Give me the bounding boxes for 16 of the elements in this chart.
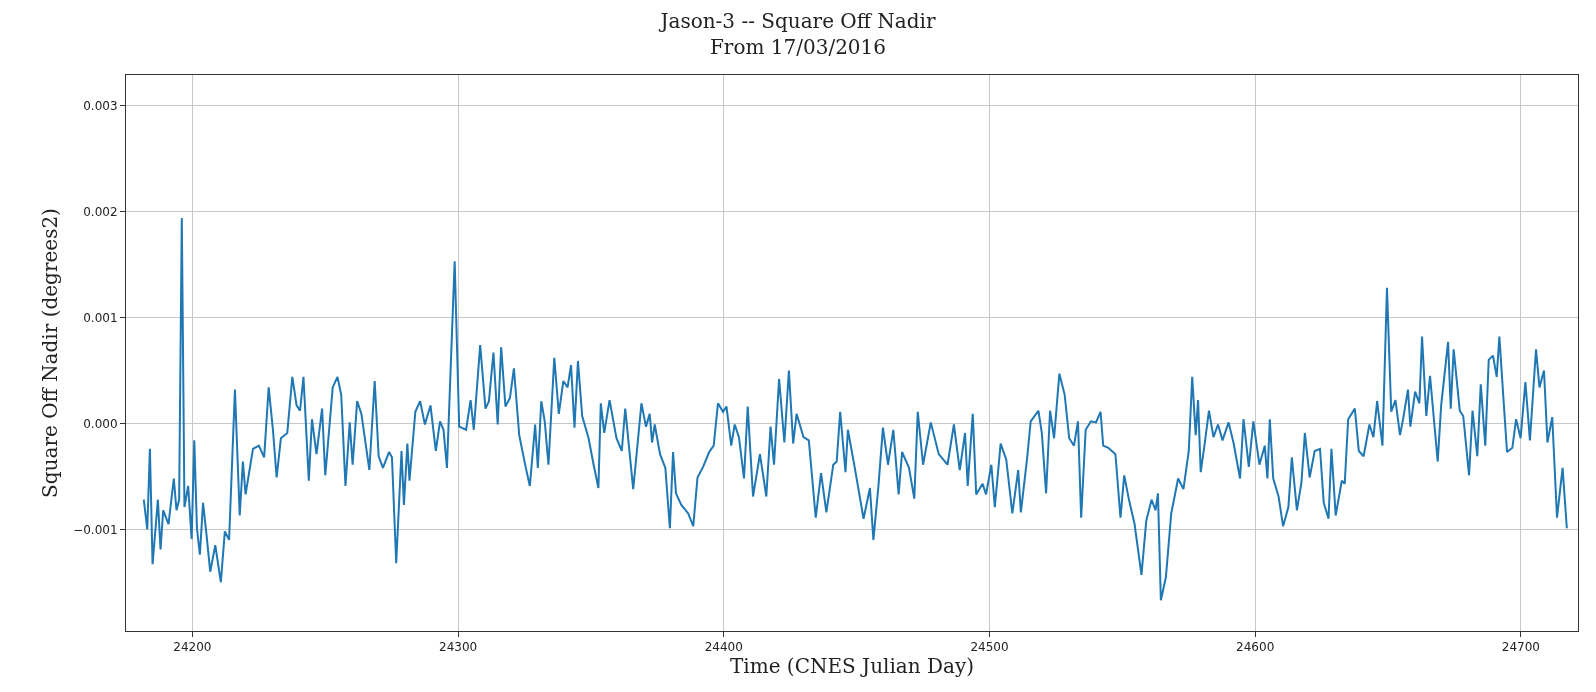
x-tick-label: 24700 bbox=[1501, 640, 1540, 655]
x-tick-label: 24600 bbox=[1236, 640, 1275, 655]
y-tick-label: −0.001 bbox=[73, 522, 118, 537]
x-tick-label: 24400 bbox=[704, 640, 743, 655]
chart-subtitle: From 17/03/2016 bbox=[709, 34, 887, 59]
x-tick-label: 24500 bbox=[970, 640, 1009, 655]
y-axis-title: Square Off Nadir (degrees2) bbox=[37, 208, 62, 498]
x-axis-title: Time (CNES Julian Day) bbox=[729, 654, 975, 679]
y-tick-label: 0.002 bbox=[83, 204, 118, 219]
x-tick-label: 24200 bbox=[173, 640, 212, 655]
y-tick-label: 0.000 bbox=[83, 416, 118, 431]
x-tick-label: 24300 bbox=[439, 640, 478, 655]
y-tick-label: 0.001 bbox=[83, 310, 118, 325]
line-series bbox=[142, 216, 1568, 602]
chart-title: Jason-3 -- Square Off Nadir bbox=[658, 8, 936, 33]
y-tick-label: 0.003 bbox=[83, 98, 118, 113]
